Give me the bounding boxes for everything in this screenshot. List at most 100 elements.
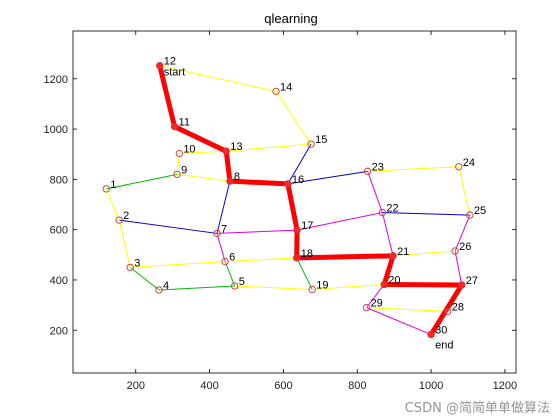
edge-12-14 [159, 65, 277, 92]
edge-1-9 [106, 173, 178, 190]
node-marker-10 [175, 149, 183, 158]
route-vertex [222, 147, 230, 155]
node-marker-16 [284, 180, 292, 188]
node-label-7: 7 [221, 223, 227, 235]
y-tick-label: 1200 [44, 74, 68, 86]
route-vertex [171, 123, 179, 131]
node-label-8: 8 [234, 171, 240, 183]
edge-2-3 [118, 219, 131, 268]
route-vertex [284, 180, 292, 188]
edge-9-8 [177, 173, 230, 182]
edge-3-4 [129, 266, 160, 291]
node-label-16: 16 [292, 174, 304, 186]
x-tick-label: 200 [127, 380, 145, 392]
edge-10-13 [179, 150, 227, 154]
edge-19-20 [312, 283, 385, 291]
edge-29-28 [366, 307, 448, 312]
node-label-26: 26 [459, 241, 471, 253]
y-tick-label: 400 [50, 275, 68, 287]
edge-29-30 [366, 307, 432, 335]
node-label-28: 28 [452, 301, 464, 313]
node-label-6: 6 [229, 252, 235, 264]
node-label-29: 29 [370, 298, 382, 310]
node-marker-2 [115, 216, 123, 224]
edge-18-19 [296, 257, 313, 290]
node-label-22: 22 [386, 203, 398, 215]
node-label-9: 9 [181, 164, 187, 176]
node-marker-28 [444, 307, 452, 316]
y-tick-label: 200 [50, 325, 68, 337]
route-vertex [458, 281, 466, 289]
node-label-17: 17 [301, 220, 313, 232]
x-tick-label: 400 [200, 380, 218, 392]
node-label-30: 30 [435, 325, 447, 337]
node-marker-4 [155, 286, 163, 294]
node-marker-7 [213, 229, 221, 238]
node-marker-12 [156, 62, 164, 70]
node-label-23: 23 [372, 161, 384, 173]
node-marker-25 [466, 211, 474, 219]
node-label-12: 12 [164, 56, 176, 68]
node-label-21: 21 [397, 246, 409, 258]
node-marker-11 [170, 122, 179, 131]
node-marker-19 [308, 285, 316, 294]
node-label-25: 25 [474, 205, 486, 217]
node-label-13: 13 [230, 141, 242, 153]
edge-25-26 [454, 214, 471, 252]
graph-nodes [102, 62, 474, 339]
edge-14-15 [275, 91, 312, 145]
route-vertex [226, 177, 234, 185]
node-marker-14 [272, 87, 280, 96]
axes-box [72, 30, 517, 374]
node-marker-20 [380, 280, 388, 289]
node-marker-3 [126, 263, 134, 272]
node-marker-22 [378, 208, 387, 217]
x-tick-label: 1200 [493, 380, 517, 392]
x-tick-label: 1000 [419, 380, 443, 392]
x-tick-label: 800 [348, 380, 366, 392]
node-label-2: 2 [123, 210, 129, 222]
route-vertex [156, 62, 164, 70]
edge-23-24 [367, 166, 459, 172]
edge-24-25 [458, 166, 471, 216]
node-marker-13 [222, 147, 230, 155]
node-marker-15 [307, 140, 315, 148]
node-marker-23 [363, 167, 372, 175]
edge-22-21 [381, 212, 394, 256]
node-label-5: 5 [239, 276, 245, 288]
edge-5-19 [234, 285, 313, 291]
edge-21-26 [393, 250, 456, 257]
watermark: CSDN @简简单单做算法 [404, 401, 550, 416]
node-marker-27 [458, 281, 466, 289]
node-label-1: 1 [110, 179, 116, 191]
y-tick-label: 800 [50, 174, 68, 186]
node-label-19: 19 [316, 280, 328, 292]
edge-26-27 [454, 250, 463, 286]
route-vertex [380, 280, 388, 288]
node-label-18: 18 [301, 248, 313, 260]
edge-13-15 [226, 143, 312, 152]
edge-22-25 [382, 212, 470, 216]
y-tick-label: 1000 [44, 124, 68, 136]
edge-2-7 [119, 219, 218, 234]
edge-16-15 [287, 143, 312, 185]
node-marker-17 [293, 226, 301, 234]
end-label: end [435, 340, 453, 352]
route-vertex [427, 331, 435, 339]
node-marker-24 [455, 163, 463, 171]
node-marker-1 [102, 185, 110, 193]
node-label-4: 4 [163, 280, 169, 292]
edge-4-5 [158, 285, 235, 291]
edge-6-7 [216, 233, 226, 262]
node-label-24: 24 [463, 157, 475, 169]
node-label-11: 11 [179, 117, 190, 129]
route-vertex [389, 252, 397, 260]
edge-7-17 [216, 229, 298, 234]
node-marker-21 [389, 252, 397, 260]
node-marker-26 [451, 247, 459, 255]
node-marker-8 [226, 177, 234, 185]
node-marker-5 [231, 282, 239, 290]
